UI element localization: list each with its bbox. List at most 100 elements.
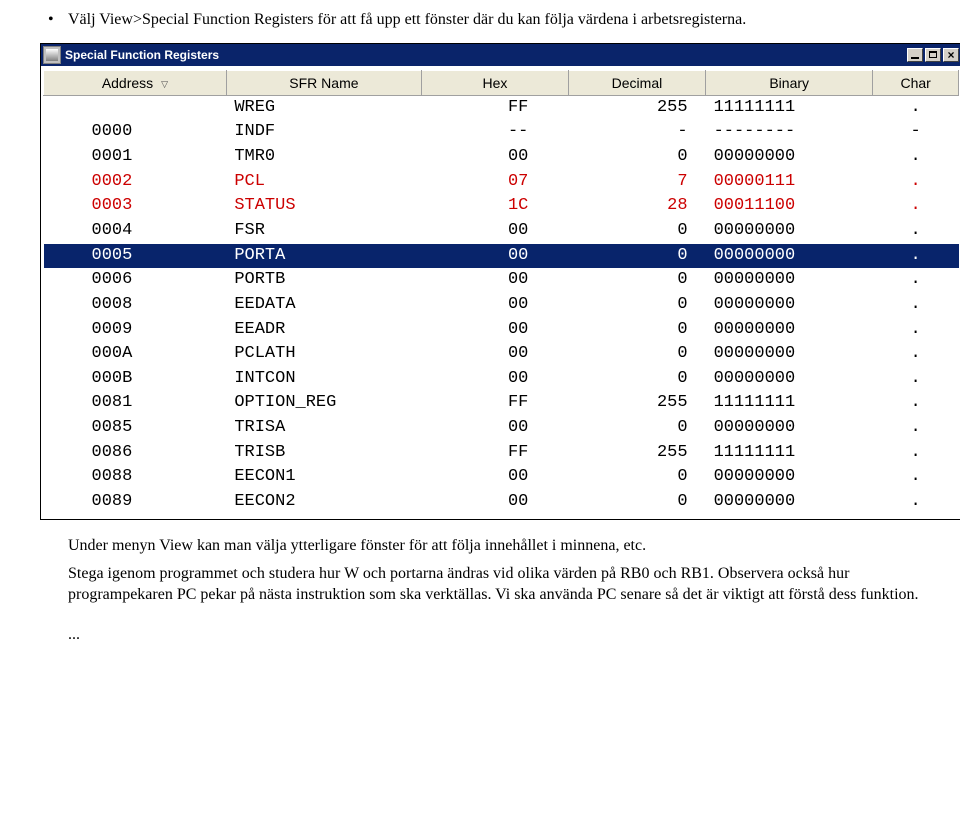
sort-indicator-icon: ▽ [161,79,168,89]
cell-name: EEADR [226,318,421,343]
table-row[interactable]: 0088EECON100000000000. [44,465,959,490]
cell-addr: 0086 [44,441,227,466]
sfr-window: Special Function Registers Address ▽ SFR… [40,43,960,520]
table-row[interactable]: 0003STATUS1C2800011100. [44,194,959,219]
col-address-label: Address [102,75,153,91]
header-row: Address ▽ SFR Name Hex Decimal Binary Ch… [44,70,959,95]
table-row[interactable]: 0008EEDATA00000000000. [44,293,959,318]
table-row[interactable]: 000BINTCON00000000000. [44,367,959,392]
table-row[interactable]: 0000INDF------------ [44,120,959,145]
cell-dec: 0 [568,318,705,343]
col-binary[interactable]: Binary [706,70,873,95]
cell-hex: 00 [422,219,569,244]
cell-hex: 00 [422,268,569,293]
table-row[interactable]: 0005PORTA00000000000. [44,244,959,269]
cell-bin: 00000000 [706,145,873,170]
cell-bin: 00000000 [706,342,873,367]
cell-dec: 0 [568,219,705,244]
close-button[interactable] [943,48,959,62]
cell-hex: 00 [422,145,569,170]
table-row[interactable]: 0001TMR000000000000. [44,145,959,170]
cell-name: STATUS [226,194,421,219]
table-row[interactable]: 0002PCL07700000111. [44,170,959,195]
cell-hex: 07 [422,170,569,195]
col-hex[interactable]: Hex [422,70,569,95]
cell-addr: 000A [44,342,227,367]
cell-hex: FF [422,95,569,120]
bullet-text: Välj View>Special Function Registers för… [40,10,920,31]
cell-dec: 0 [568,490,705,515]
cell-char: . [873,194,959,219]
cell-name: OPTION_REG [226,391,421,416]
cell-bin: 00000000 [706,244,873,269]
cell-dec: 28 [568,194,705,219]
cell-addr: 0008 [44,293,227,318]
window-buttons [905,48,959,62]
cell-bin: 00000111 [706,170,873,195]
col-decimal[interactable]: Decimal [568,70,705,95]
cell-addr: 000B [44,367,227,392]
cell-char: . [873,465,959,490]
cell-name: TRISA [226,416,421,441]
table-row[interactable]: 0085TRISA00000000000. [44,416,959,441]
cell-char: . [873,367,959,392]
cell-bin: -------- [706,120,873,145]
cell-dec: 7 [568,170,705,195]
cell-bin: 00000000 [706,465,873,490]
col-sfrname[interactable]: SFR Name [226,70,421,95]
cell-bin: 00011100 [706,194,873,219]
cell-hex: 00 [422,416,569,441]
cell-addr: 0009 [44,318,227,343]
cell-name: FSR [226,219,421,244]
cell-dec: 0 [568,367,705,392]
table-row[interactable]: 0081OPTION_REGFF25511111111. [44,391,959,416]
cell-dec: 0 [568,342,705,367]
cell-hex: 00 [422,244,569,269]
cell-bin: 00000000 [706,293,873,318]
cell-name: WREG [226,95,421,120]
cell-name: TRISB [226,441,421,466]
table-row[interactable]: 0009EEADR00000000000. [44,318,959,343]
ellipsis: ... [68,626,920,644]
cell-hex: FF [422,391,569,416]
cell-bin: 11111111 [706,95,873,120]
table-row[interactable]: 0004FSR00000000000. [44,219,959,244]
table-row[interactable]: WREGFF25511111111. [44,95,959,120]
cell-char: . [873,219,959,244]
cell-bin: 00000000 [706,416,873,441]
table-row[interactable]: 0089EECON200000000000. [44,490,959,515]
col-char[interactable]: Char [873,70,959,95]
cell-dec: 255 [568,391,705,416]
table-row[interactable]: 0086TRISBFF25511111111. [44,441,959,466]
sfr-table: Address ▽ SFR Name Hex Decimal Binary Ch… [43,70,959,515]
cell-dec: - [568,120,705,145]
cell-name: PCLATH [226,342,421,367]
cell-bin: 00000000 [706,219,873,244]
table-row[interactable]: 000APCLATH00000000000. [44,342,959,367]
cell-char: . [873,95,959,120]
cell-addr: 0006 [44,268,227,293]
table-row[interactable]: 0006PORTB00000000000. [44,268,959,293]
cell-char: . [873,170,959,195]
cell-name: TMR0 [226,145,421,170]
minimize-button[interactable] [907,48,923,62]
cell-bin: 00000000 [706,367,873,392]
cell-char: . [873,342,959,367]
cell-char: . [873,145,959,170]
cell-hex: 00 [422,293,569,318]
titlebar[interactable]: Special Function Registers [41,44,960,66]
cell-addr: 0088 [44,465,227,490]
maximize-button[interactable] [925,48,941,62]
cell-char: . [873,293,959,318]
cell-bin: 00000000 [706,268,873,293]
cell-bin: 00000000 [706,318,873,343]
cell-name: EEDATA [226,293,421,318]
paragraph-view-menu: Under menyn View kan man välja ytterliga… [68,536,920,557]
cell-dec: 255 [568,95,705,120]
col-address[interactable]: Address ▽ [44,70,227,95]
cell-char: . [873,416,959,441]
cell-hex: FF [422,441,569,466]
system-menu-icon[interactable] [43,46,61,64]
cell-hex: 00 [422,465,569,490]
cell-addr: 0002 [44,170,227,195]
